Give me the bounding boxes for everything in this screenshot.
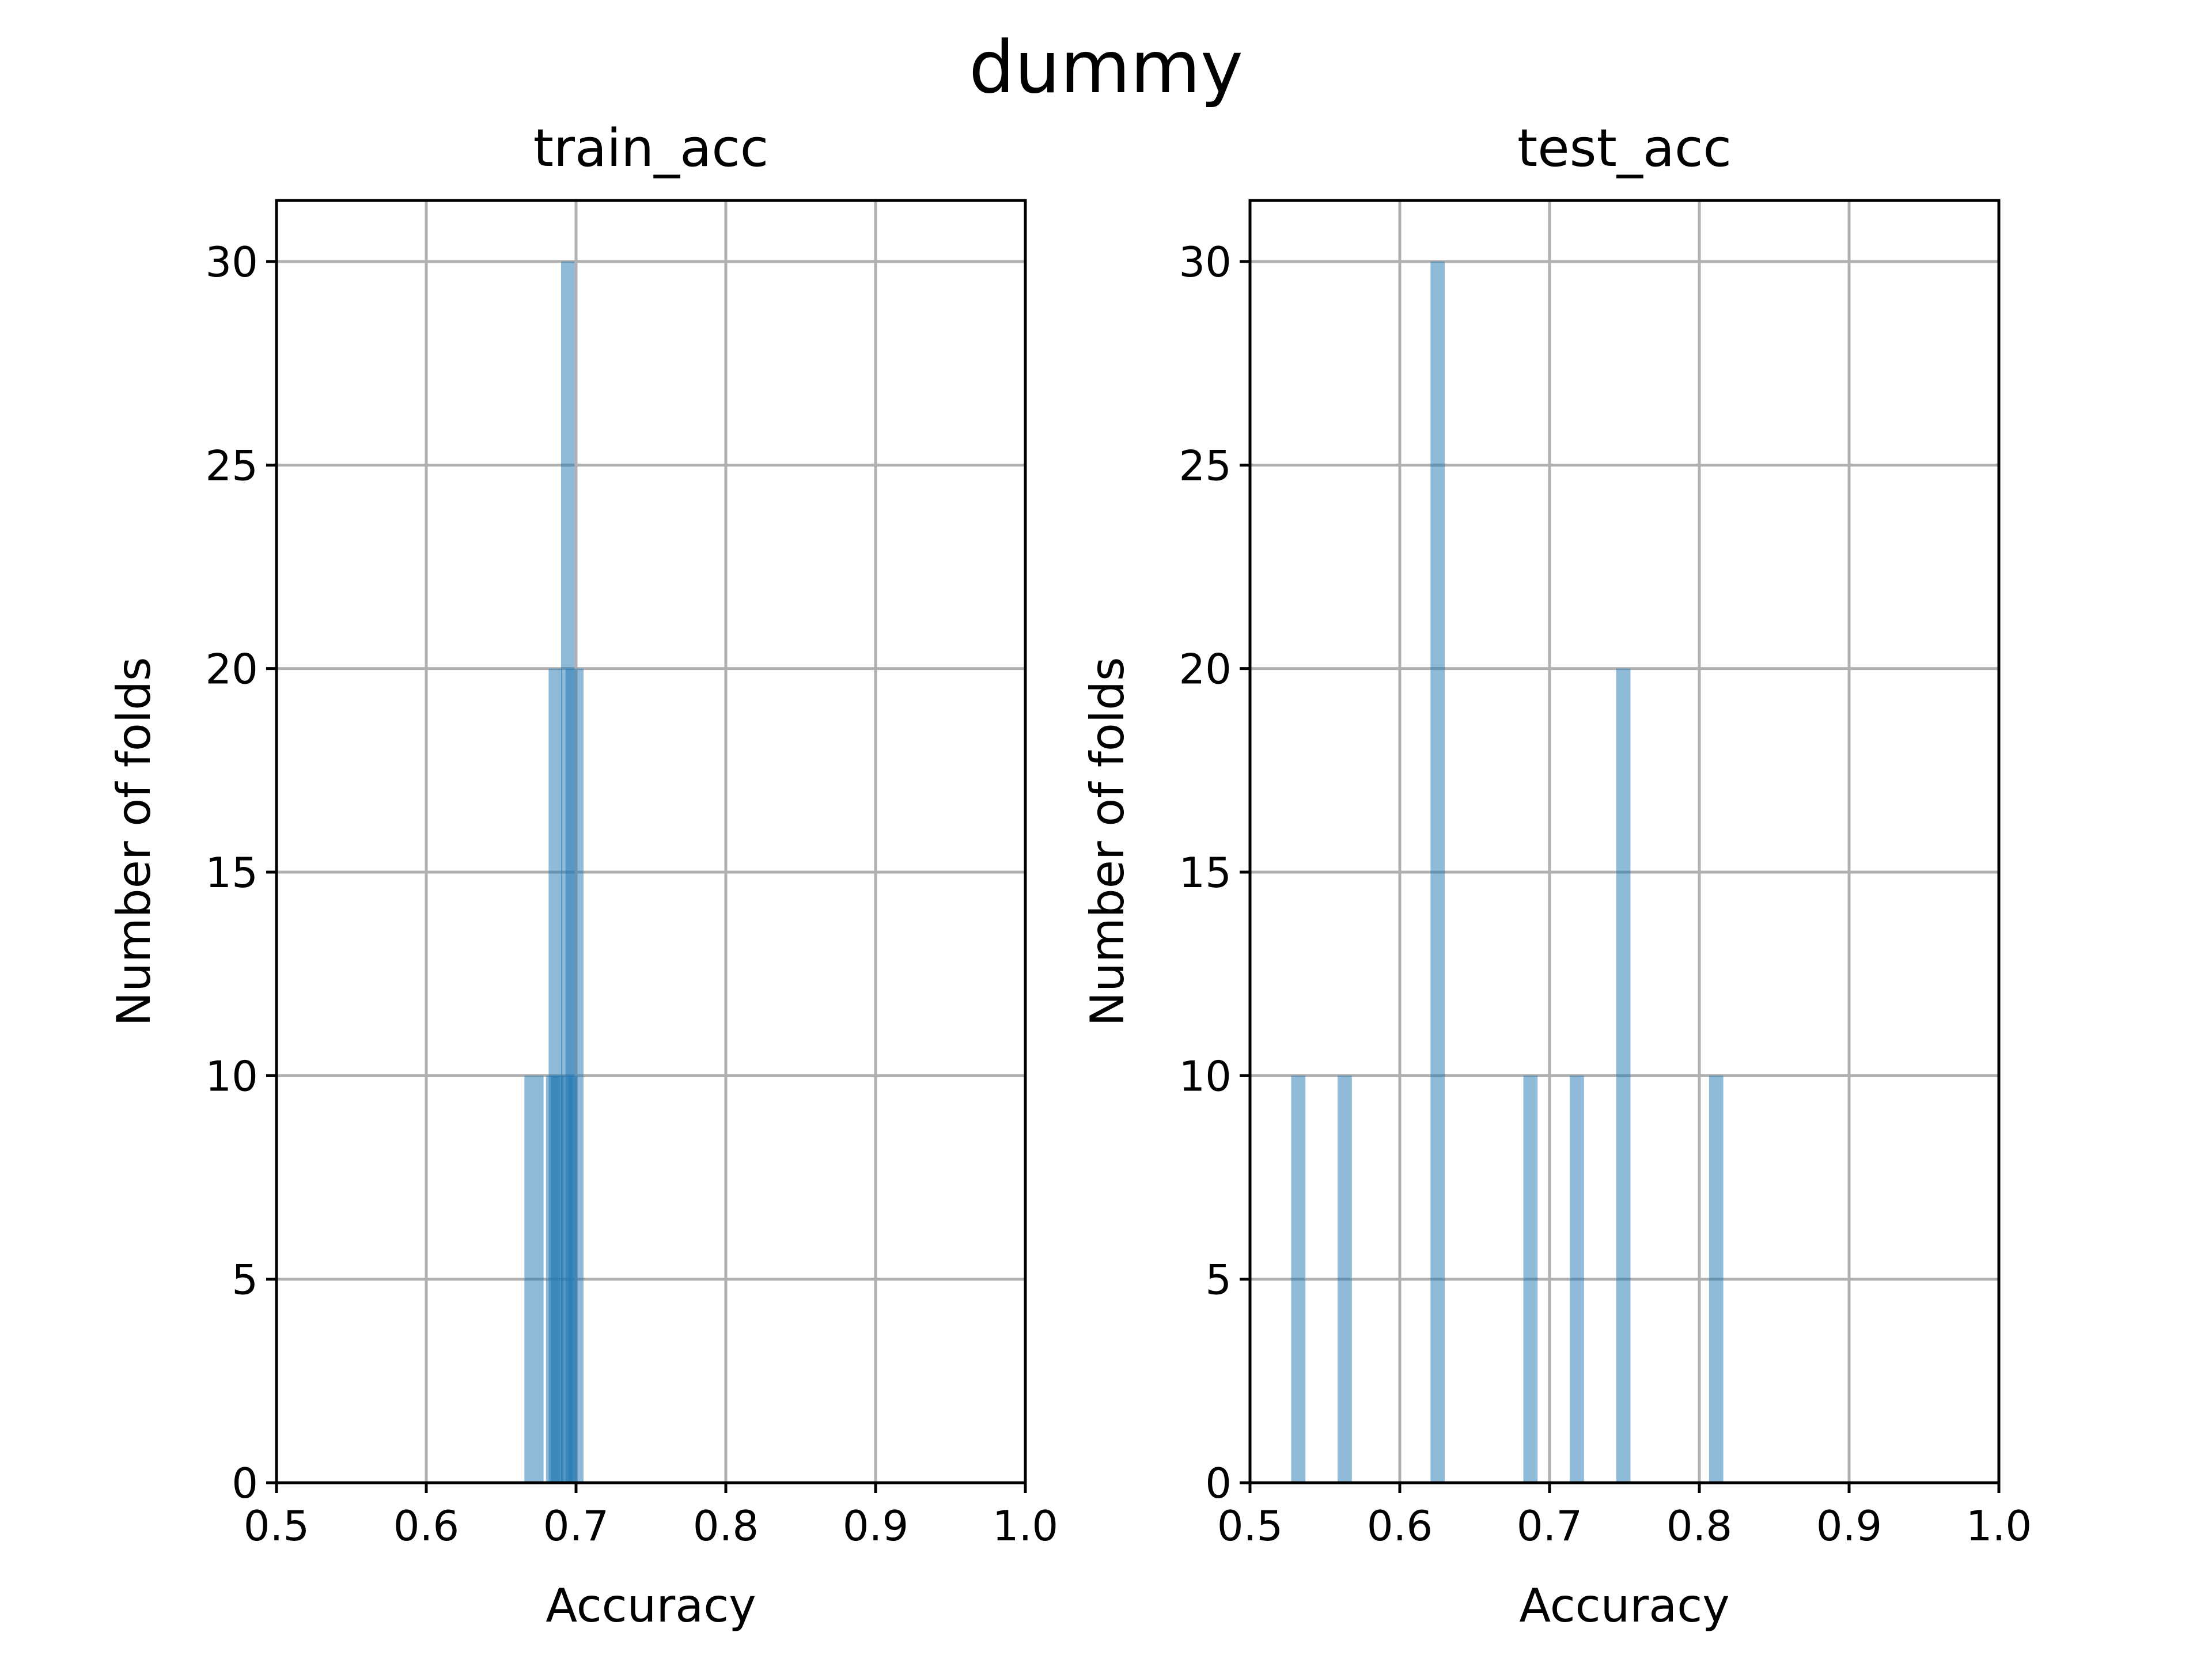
histogram-bar: [1570, 1075, 1584, 1483]
y-tick-label: 10: [205, 1052, 258, 1100]
y-tick-label: 0: [232, 1459, 258, 1508]
panel-test-acc: test_acc 0.5 0.6 0.7 0.8 0.9 1.0051015202530 …: [1081, 118, 2032, 1633]
grid: [275, 200, 1027, 1484]
y-tick-label: 5: [1205, 1256, 1232, 1304]
y-axis-label: Number of folds: [1081, 657, 1134, 1026]
x-tick-label: 0.7: [1517, 1502, 1583, 1550]
x-tick-label: 0.6: [393, 1502, 460, 1550]
histogram-bars: [524, 262, 584, 1483]
y-tick-label: 25: [205, 441, 258, 490]
x-tick-label: 0.5: [1217, 1502, 1283, 1550]
y-tick-label: 20: [1179, 645, 1232, 694]
y-tick-label: 5: [232, 1256, 258, 1304]
figure-title: dummy: [969, 26, 1243, 109]
y-tick-label: 20: [205, 645, 258, 694]
histogram-bar: [569, 1075, 578, 1483]
histogram-bar: [1291, 1075, 1306, 1483]
plot-frame: [1248, 199, 2001, 1484]
y-tick-label: 0: [1205, 1459, 1232, 1508]
panel-train-acc: train_acc 0.5 0.6 0.7 0.8 0.9 1.0 0 5 10 15 20 25 30…: [107, 118, 1058, 1633]
y-tick-label: 30: [1179, 238, 1232, 286]
y-tick-label: 10: [1179, 1052, 1232, 1100]
histogram-bar: [524, 1075, 544, 1483]
panel-title: train_acc: [533, 118, 769, 179]
x-tick-label: 0.9: [1816, 1502, 1883, 1550]
histogram-bar: [1430, 262, 1445, 1483]
histogram-bar: [1523, 1075, 1538, 1483]
ticks: 0.5 0.6 0.7 0.8 0.9 1.0 0 5 10 15 20 25 30: [1179, 238, 2032, 1550]
x-axis-label: Accuracy: [546, 1579, 756, 1633]
y-tick-label: 15: [1179, 849, 1232, 897]
x-tick-label: 0.6: [1367, 1502, 1433, 1550]
y-tick-label: 30: [205, 238, 258, 286]
histogram-bar: [551, 1075, 564, 1483]
ticks: 0.5 0.6 0.7 0.8 0.9 1.0 0 5 10 15 20 25 30: [205, 238, 1058, 1550]
x-tick-label: 0.8: [1666, 1502, 1733, 1550]
histogram-bar: [1616, 668, 1631, 1483]
y-axis-label: Number of folds: [107, 657, 161, 1026]
histogram-bar: [1338, 1075, 1352, 1483]
panel-title: test_acc: [1517, 118, 1732, 179]
x-axis-label: Accuracy: [1519, 1579, 1729, 1633]
plot-frame: [275, 199, 1027, 1484]
x-tick-label: 1.0: [993, 1502, 1059, 1550]
x-tick-label: 0.8: [693, 1502, 759, 1550]
y-tick-label: 25: [1179, 441, 1232, 490]
x-tick-label: 0.5: [244, 1502, 310, 1550]
histogram-bars: [1291, 262, 1724, 1483]
x-tick-label: 0.7: [543, 1502, 609, 1550]
x-tick-label: 0.9: [843, 1502, 909, 1550]
histogram-bar: [1709, 1075, 1724, 1483]
x-tick-label: 1.0: [1966, 1502, 2032, 1550]
y-tick-label: 15: [205, 849, 258, 897]
